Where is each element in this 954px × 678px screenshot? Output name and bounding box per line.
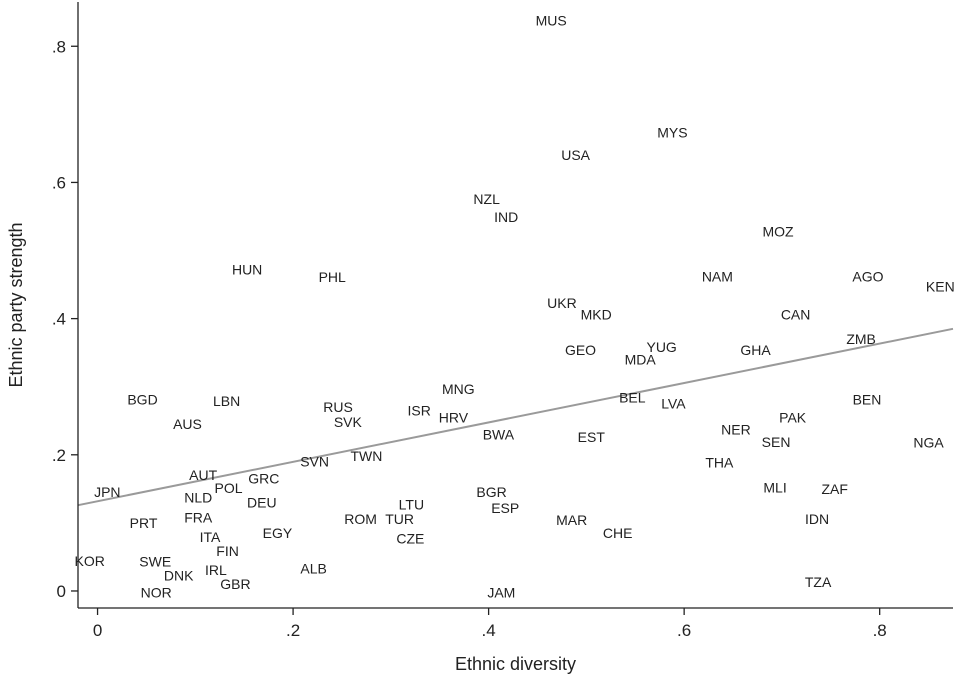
point-gbr: GBR <box>220 576 250 592</box>
point-yug: YUG <box>646 339 676 355</box>
point-egy: EGY <box>263 525 293 541</box>
x-tick-label: .4 <box>482 621 496 640</box>
point-rus: RUS <box>323 399 353 415</box>
point-mus: MUS <box>536 12 567 28</box>
point-hun: HUN <box>232 262 262 278</box>
point-pol: POL <box>215 480 243 496</box>
point-nld: NLD <box>184 490 212 506</box>
point-bel: BEL <box>619 390 646 406</box>
point-aut: AUT <box>189 467 217 483</box>
point-geo: GEO <box>565 342 596 358</box>
point-mda: MDA <box>625 351 657 367</box>
y-tick-label: .2 <box>52 446 66 465</box>
point-nor: NOR <box>141 584 172 600</box>
point-nzl: NZL <box>473 191 500 207</box>
point-irl: IRL <box>205 562 227 578</box>
point-isr: ISR <box>408 403 431 419</box>
point-tur: TUR <box>385 511 414 527</box>
point-ita: ITA <box>200 529 221 545</box>
point-nam: NAM <box>702 268 733 284</box>
point-moz: MOZ <box>762 223 794 239</box>
point-grc: GRC <box>248 471 279 487</box>
fit-line <box>77 327 954 507</box>
point-ago: AGO <box>852 268 883 284</box>
x-tick-label: 0 <box>93 621 102 640</box>
x-tick-label: .8 <box>873 621 887 640</box>
point-bgd: BGD <box>127 392 157 408</box>
point-svk: SVK <box>334 414 363 430</box>
point-zaf: ZAF <box>821 481 847 497</box>
point-est: EST <box>578 429 606 445</box>
fit-line-layer <box>77 327 954 507</box>
point-mli: MLI <box>763 479 786 495</box>
point-idn: IDN <box>805 511 829 527</box>
y-tick-label: .4 <box>52 310 66 329</box>
point-ltu: LTU <box>399 497 424 513</box>
point-bwa: BWA <box>483 426 515 442</box>
x-tick-label: .2 <box>286 621 300 640</box>
point-alb: ALB <box>300 561 326 577</box>
point-gha: GHA <box>740 342 771 358</box>
point-svn: SVN <box>300 454 329 470</box>
point-esp: ESP <box>491 500 519 516</box>
point-mkd: MKD <box>581 307 612 323</box>
point-twn: TWN <box>350 448 382 464</box>
point-can: CAN <box>781 307 811 323</box>
point-lbn: LBN <box>213 393 240 409</box>
point-phl: PHL <box>319 269 346 285</box>
axes-layer: 0 .2 .4 .6 .8 0 .2 .4 .6 .8 <box>52 2 953 640</box>
point-mar: MAR <box>556 512 587 528</box>
point-bgr: BGR <box>476 484 506 500</box>
point-deu: DEU <box>247 494 277 510</box>
y-axis-title: Ethnic party strength <box>6 222 26 387</box>
point-rom: ROM <box>344 511 377 527</box>
point-mng: MNG <box>442 381 475 397</box>
x-tick-label: .6 <box>677 621 691 640</box>
point-ben: BEN <box>853 392 882 408</box>
point-cze: CZE <box>396 531 424 547</box>
y-tick-label: 0 <box>57 582 66 601</box>
point-jpn: JPN <box>94 484 120 500</box>
y-tick-label: .8 <box>52 37 66 56</box>
point-prt: PRT <box>130 515 158 531</box>
point-aus: AUS <box>173 416 202 432</box>
point-tha: THA <box>705 454 734 470</box>
point-hrv: HRV <box>439 409 469 425</box>
point-dnk: DNK <box>164 567 194 583</box>
point-nga: NGA <box>913 435 944 451</box>
point-usa: USA <box>561 147 590 163</box>
point-che: CHE <box>603 525 633 541</box>
point-fin: FIN <box>216 543 239 559</box>
point-kor: KOR <box>75 553 105 569</box>
point-lva: LVA <box>661 396 686 412</box>
point-jam: JAM <box>487 584 515 600</box>
point-pak: PAK <box>779 409 807 425</box>
point-tza: TZA <box>805 574 832 590</box>
point-swe: SWE <box>139 554 171 570</box>
x-axis-title: Ethnic diversity <box>455 654 576 674</box>
point-mys: MYS <box>657 125 687 141</box>
point-ukr: UKR <box>547 295 577 311</box>
y-tick-label: .6 <box>52 173 66 192</box>
point-ken: KEN <box>926 279 954 295</box>
point-sen: SEN <box>762 434 791 450</box>
point-ind: IND <box>494 209 518 225</box>
point-fra: FRA <box>184 509 213 525</box>
point-ner: NER <box>721 422 751 438</box>
point-zmb: ZMB <box>846 331 876 347</box>
